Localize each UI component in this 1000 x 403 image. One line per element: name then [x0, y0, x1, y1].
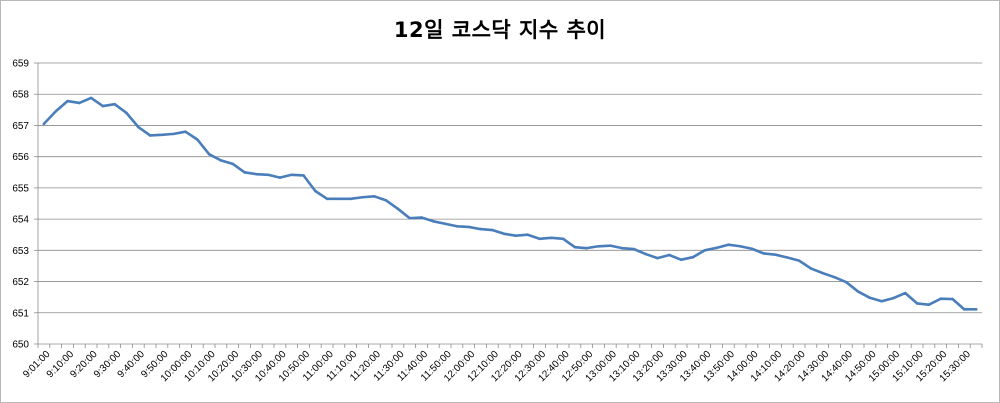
data-point — [196, 138, 199, 141]
data-point — [78, 101, 81, 105]
data-point — [89, 96, 93, 100]
data-point — [325, 197, 329, 201]
data-point — [915, 302, 919, 305]
data-point — [243, 170, 246, 174]
data-point — [620, 246, 624, 250]
data-point — [656, 256, 659, 260]
y-tick-label: 658 — [12, 90, 29, 101]
data-point — [349, 197, 353, 201]
data-point — [373, 195, 376, 198]
data-point — [54, 110, 57, 113]
data-point — [467, 225, 471, 229]
y-tick-label: 659 — [12, 59, 29, 70]
x-axis-ticks: 9:01:009:10:009:20:009:30:009:40:009:50:… — [21, 349, 973, 385]
data-point — [963, 308, 966, 311]
y-tick-label: 655 — [12, 183, 29, 194]
data-point — [42, 122, 46, 126]
data-point — [479, 227, 482, 231]
data-point — [302, 174, 305, 177]
data-point — [833, 275, 836, 279]
data-point — [609, 244, 612, 247]
chart-title: 12일 코스닥 지수 추이 — [393, 18, 607, 42]
data-point — [715, 246, 718, 250]
data-point — [880, 299, 883, 303]
data-point — [254, 172, 258, 176]
data-point — [597, 244, 600, 248]
data-point — [172, 132, 175, 136]
data-point — [491, 228, 494, 232]
data-point — [762, 252, 765, 255]
y-tick-label: 656 — [12, 152, 29, 163]
data-point — [502, 232, 506, 236]
data-point — [207, 152, 211, 156]
data-point — [396, 207, 400, 211]
data-point — [868, 296, 872, 300]
data-point — [408, 216, 412, 220]
data-point — [184, 130, 187, 133]
data-point — [845, 280, 848, 284]
data-point — [774, 253, 777, 256]
data-point — [585, 246, 588, 250]
data-point — [644, 252, 647, 256]
data-point — [432, 220, 435, 223]
data-point — [337, 197, 341, 201]
data-point — [927, 303, 931, 306]
data-point — [727, 243, 730, 247]
data-point — [148, 134, 152, 137]
data-point — [939, 297, 942, 301]
y-tick-label: 652 — [12, 277, 29, 288]
data-point — [514, 234, 518, 237]
gridlines — [38, 62, 982, 314]
data-point — [443, 222, 447, 226]
data-point — [738, 244, 742, 248]
data-point — [101, 104, 105, 108]
data-point — [160, 133, 164, 137]
data-point — [361, 195, 364, 199]
y-tick-label: 653 — [12, 246, 29, 257]
y-axis-ticks: 650 651 652 653 654 655 656 657 658 659 — [12, 59, 38, 351]
data-point — [538, 237, 541, 241]
data-point — [278, 176, 282, 179]
y-tick-label: 650 — [12, 340, 29, 351]
data-point — [892, 296, 895, 300]
data-point — [951, 297, 954, 301]
data-point — [113, 102, 116, 106]
series-line — [42, 96, 978, 311]
y-tick-label: 654 — [12, 215, 29, 226]
data-point — [266, 173, 270, 177]
data-point — [904, 291, 907, 295]
data-point — [809, 267, 813, 270]
data-point — [219, 159, 223, 162]
data-point — [561, 237, 565, 241]
y-tick-label: 651 — [12, 308, 29, 319]
data-point — [786, 256, 789, 259]
data-point — [290, 173, 294, 177]
data-point — [668, 253, 671, 257]
data-point — [526, 233, 529, 237]
data-point — [797, 259, 801, 262]
data-point — [856, 290, 860, 293]
axes — [37, 63, 983, 348]
data-point — [420, 216, 423, 219]
data-point — [691, 255, 695, 259]
data-point — [750, 247, 754, 251]
data-point — [679, 258, 683, 262]
data-point — [66, 99, 69, 103]
data-point — [125, 111, 128, 115]
data-point — [821, 271, 824, 275]
data-point — [314, 189, 317, 193]
data-point — [974, 308, 978, 311]
data-point — [137, 125, 140, 129]
data-point — [550, 236, 553, 240]
data-point — [231, 162, 234, 166]
data-point — [384, 199, 388, 202]
data-point — [455, 224, 459, 228]
series-group — [42, 96, 978, 311]
data-point — [573, 245, 577, 249]
data-point — [703, 249, 706, 252]
data-point — [632, 247, 636, 251]
y-tick-label: 657 — [12, 121, 29, 132]
